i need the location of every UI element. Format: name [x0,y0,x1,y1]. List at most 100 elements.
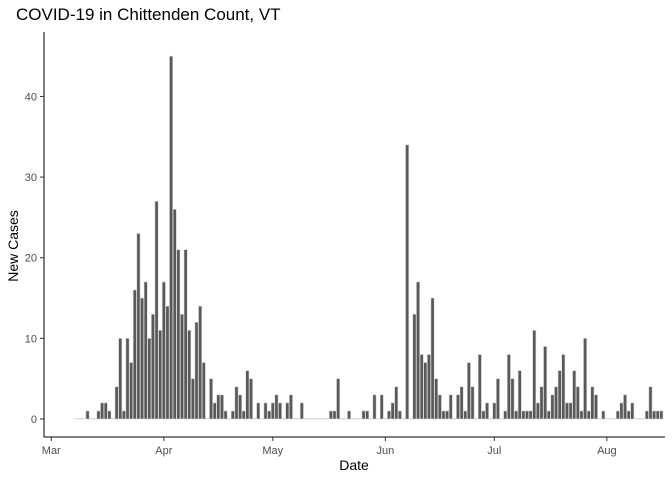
bar [561,354,566,420]
bar [85,410,90,420]
bar [430,297,435,420]
bar [365,410,370,420]
bar [358,418,362,420]
bar [474,418,479,420]
bar [252,418,257,420]
bar [205,418,210,420]
bar [597,418,602,420]
bar [154,200,159,420]
bar [111,418,115,420]
bar [394,386,399,420]
bar [376,418,381,420]
bar [347,410,351,420]
bar [292,418,297,420]
bar [234,386,239,420]
y-tick-label: 10 [25,333,37,345]
bar [539,386,544,420]
bar [212,402,217,420]
x-tick-label: May [262,445,283,457]
bar [445,410,450,420]
bar [496,378,500,420]
bar [132,289,137,420]
bar [470,386,475,420]
bar [419,354,424,420]
bar [172,209,177,420]
bar [503,410,508,420]
x-ticks: Mar Apr May Jun Jul Aug [42,437,617,457]
bar [307,418,312,420]
bar [328,410,333,420]
bar [321,418,326,420]
bar [183,249,188,420]
bar [517,370,522,420]
bar [310,418,315,420]
bar [78,418,83,420]
bar [303,418,308,420]
bars-group [74,55,664,420]
bar [408,418,413,420]
bar [405,144,410,420]
bar [332,410,337,420]
bar [652,410,657,420]
bar [481,410,486,420]
bar [198,305,203,420]
bar [557,370,562,420]
bar [314,418,319,420]
bar [256,402,261,420]
bar [136,233,141,420]
bar [565,402,569,420]
bar [147,338,152,420]
bar [546,410,551,420]
bar [96,410,101,420]
bar [350,418,355,420]
y-tick-label: 30 [25,172,37,184]
bar [296,418,301,420]
bar [285,402,290,420]
bar [158,329,163,420]
bar [354,418,359,420]
bar [220,394,224,420]
bar [634,418,638,420]
bar [619,402,624,420]
bar [477,354,482,420]
bar [143,281,148,420]
bar [299,402,304,420]
bar [89,418,94,420]
bar [434,378,439,420]
bar [92,418,97,420]
bar [129,362,134,420]
bar [615,410,620,420]
bar [423,362,428,420]
bar [241,410,246,420]
bar [594,394,598,420]
bar [448,394,453,420]
bar [612,418,617,420]
bar [169,55,174,420]
x-tick-label: Aug [597,445,617,457]
x-tick-label: Mar [42,445,61,457]
bar [583,338,588,420]
bar [485,402,489,420]
bar [281,418,286,420]
bar [259,418,264,420]
bar [641,418,646,420]
bar [151,313,155,420]
bar [176,249,181,420]
bar [568,402,573,420]
bar [452,418,457,420]
bar [82,418,86,420]
bar [278,402,282,420]
y-axis-label: New Cases [5,210,21,282]
x-tick-label: Jun [376,445,394,457]
bar [586,410,591,420]
bar [427,354,431,420]
bar [238,394,243,420]
bar [325,418,330,420]
bar [590,386,595,420]
bar [604,418,609,420]
bar [659,410,664,420]
bar [575,386,580,420]
bar [383,418,388,420]
bar [390,402,395,420]
